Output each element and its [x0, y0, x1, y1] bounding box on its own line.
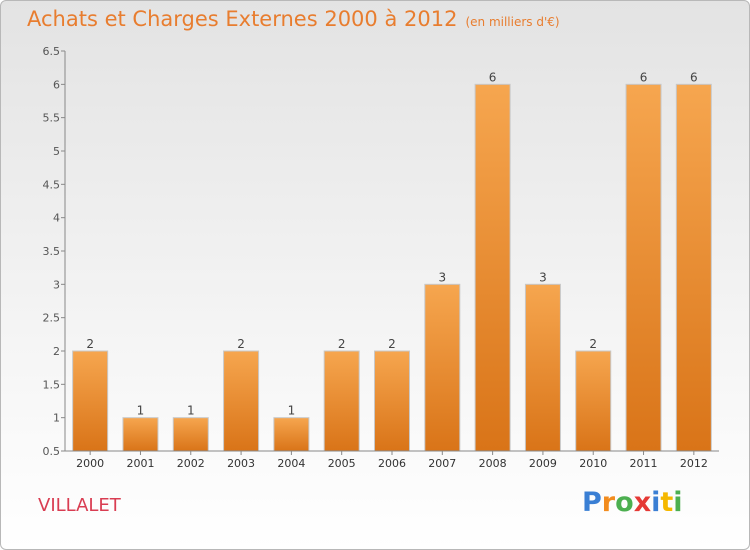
bar-value-label: 2 — [589, 337, 597, 351]
bar — [575, 350, 612, 452]
bar-value-label: 1 — [137, 404, 145, 418]
y-tick-label: 3.5 — [43, 245, 61, 258]
y-tick-label: 4.5 — [43, 178, 61, 191]
y-axis: 0.5 1 1.5 2 2.5 3 3.5 4 4.5 5 5.5 6 6.5 — [43, 45, 66, 458]
bar-value-label: 1 — [187, 404, 195, 418]
bar-value-label: 1 — [288, 404, 296, 418]
y-tick-label: 5.5 — [43, 112, 61, 125]
y-tick-label: 2 — [53, 345, 60, 358]
chart-title-text: Achats et Charges Externes 2000 à 2012 — [27, 7, 458, 31]
bar-value-label: 2 — [338, 337, 346, 351]
bars-group: 2 1 1 2 1 2 2 3 6 3 2 6 6 — [72, 70, 712, 452]
bar — [374, 350, 410, 452]
logo-letter: r — [601, 487, 616, 518]
bar-value-label: 2 — [237, 337, 245, 351]
bar-value-label: 6 — [489, 70, 497, 84]
logo-letter: o — [615, 487, 634, 518]
x-tick-label: 2009 — [529, 457, 557, 470]
x-tick-label: 2012 — [680, 457, 708, 470]
y-tick-label: 6 — [53, 78, 60, 91]
x-tick-label: 2006 — [378, 457, 406, 470]
bar — [323, 350, 360, 452]
y-tick-label: 5 — [53, 145, 60, 158]
proxiti-logo: Proxiti — [582, 487, 683, 518]
y-tick-label: 6.5 — [43, 45, 61, 58]
logo-letter: t — [660, 487, 674, 518]
commune-name: VILLALET — [38, 495, 121, 516]
bar — [675, 83, 712, 452]
y-tick-label: 0.5 — [43, 445, 61, 458]
x-tick-label: 2004 — [277, 457, 305, 470]
bar — [72, 350, 109, 452]
logo-letter: P — [582, 487, 602, 518]
bar — [474, 83, 511, 452]
y-tick-label: 4 — [53, 212, 60, 225]
y-tick-label: 1.5 — [43, 378, 61, 391]
bar — [625, 83, 662, 452]
x-axis: 2000 2001 2002 2003 2004 2005 2006 2007 2008 2009… — [65, 450, 719, 470]
x-tick-label: 2003 — [227, 457, 255, 470]
bar — [424, 283, 461, 452]
bar-value-label: 2 — [86, 337, 94, 351]
logo-letter: x — [633, 487, 652, 518]
x-tick-label: 2007 — [428, 457, 456, 470]
bar — [223, 350, 260, 452]
bar-value-label: 2 — [388, 337, 396, 351]
y-tick-label: 3 — [53, 278, 60, 291]
bar — [122, 417, 159, 452]
y-tick-label: 1 — [53, 412, 60, 425]
x-tick-label: 2010 — [579, 457, 607, 470]
x-tick-label: 2005 — [328, 457, 356, 470]
bar — [273, 417, 310, 452]
x-tick-label: 2008 — [479, 457, 507, 470]
x-tick-label: 2011 — [630, 457, 658, 470]
y-tick-label: 2.5 — [43, 312, 61, 325]
bar-value-label: 3 — [438, 270, 446, 284]
bar — [524, 283, 561, 452]
bar — [172, 417, 209, 452]
bar-value-label: 6 — [690, 70, 698, 84]
logo-letter: i — [651, 487, 661, 518]
chart-subtitle: (en milliers d'€) — [465, 15, 560, 29]
x-tick-label: 2002 — [177, 457, 205, 470]
bar-value-label: 6 — [640, 70, 648, 84]
logo-letter: i — [673, 487, 683, 518]
bar-value-label: 3 — [539, 270, 547, 284]
chart-title: Achats et Charges Externes 2000 à 2012 (e… — [27, 7, 560, 31]
x-tick-label: 2000 — [76, 457, 104, 470]
x-tick-label: 2001 — [126, 457, 154, 470]
